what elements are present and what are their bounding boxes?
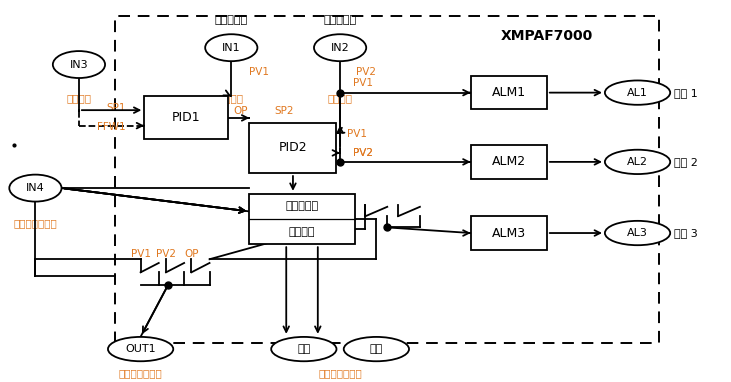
Text: SP2: SP2 (275, 106, 295, 116)
Ellipse shape (108, 337, 173, 361)
Ellipse shape (605, 81, 670, 105)
Text: PID1: PID1 (172, 112, 200, 125)
Text: PV2: PV2 (353, 147, 373, 157)
Text: PV1: PV1 (347, 129, 368, 139)
Text: 蒸汽流量: 蒸汽流量 (67, 93, 91, 103)
Text: AL1: AL1 (627, 87, 648, 98)
Text: OP: OP (233, 106, 248, 116)
Bar (471, 216, 547, 250)
Text: 执行器驱动输出: 执行器驱动输出 (318, 368, 362, 379)
Ellipse shape (344, 337, 409, 361)
Text: 报警 2: 报警 2 (674, 157, 697, 167)
Text: 正转: 正转 (298, 344, 311, 354)
Text: ALM2: ALM2 (492, 155, 526, 168)
Text: IN2: IN2 (330, 43, 349, 53)
Ellipse shape (271, 337, 336, 361)
Text: 给水流量: 给水流量 (327, 93, 352, 103)
Text: 反转: 反转 (370, 344, 383, 354)
Text: PV1: PV1 (249, 67, 270, 77)
Text: ALM1: ALM1 (492, 86, 526, 99)
Text: OP: OP (184, 249, 199, 259)
Text: SP1: SP1 (107, 104, 126, 113)
Text: IN4: IN4 (26, 183, 45, 193)
Bar (249, 194, 355, 244)
Text: 变送、控制输出: 变送、控制输出 (118, 368, 162, 379)
Text: 报警 1: 报警 1 (674, 87, 697, 98)
Text: 报警 3: 报警 3 (674, 228, 697, 238)
Bar (144, 96, 227, 139)
Text: PV2: PV2 (156, 249, 176, 259)
Text: AL2: AL2 (627, 157, 648, 167)
Text: IN3: IN3 (69, 60, 88, 70)
Text: 主参数输入: 主参数输入 (215, 15, 248, 24)
Circle shape (314, 34, 366, 61)
Bar (249, 123, 336, 173)
Text: 调节阀反馈信号: 调节阀反馈信号 (14, 219, 57, 229)
Text: 后备手动: 后备手动 (289, 227, 315, 236)
Text: PV2: PV2 (353, 148, 373, 158)
Text: IN1: IN1 (222, 43, 240, 53)
Text: ALM3: ALM3 (492, 227, 526, 240)
Ellipse shape (605, 150, 670, 174)
Text: 伺服放大器: 伺服放大器 (286, 201, 319, 211)
Circle shape (10, 175, 61, 202)
Bar (115, 16, 659, 343)
Bar (471, 76, 547, 110)
Text: PV2: PV2 (356, 67, 376, 77)
Text: PID2: PID2 (279, 141, 307, 154)
Text: 副参数输入: 副参数输入 (324, 15, 357, 24)
Circle shape (205, 34, 257, 61)
Ellipse shape (605, 221, 670, 245)
Text: XMPAF7000: XMPAF7000 (501, 29, 593, 44)
Circle shape (53, 51, 105, 78)
Text: PV1: PV1 (353, 78, 373, 88)
Bar (471, 145, 547, 179)
Text: OUT1: OUT1 (125, 344, 156, 354)
Text: 汽包水位: 汽包水位 (219, 93, 244, 103)
Text: AL3: AL3 (627, 228, 648, 238)
Text: FFW1: FFW1 (97, 122, 126, 133)
Text: PV1: PV1 (131, 249, 151, 259)
